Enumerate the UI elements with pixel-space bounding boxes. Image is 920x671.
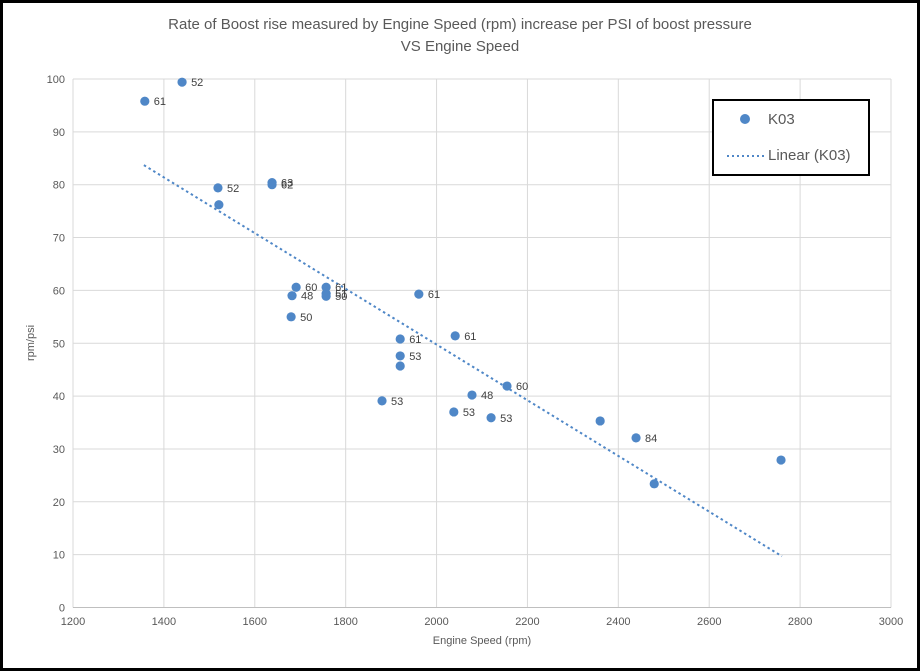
- data-point: [267, 180, 277, 190]
- data-point: [776, 455, 786, 465]
- x-tick-label: 1200: [61, 616, 85, 628]
- trendline: [143, 164, 783, 558]
- data-point: [450, 331, 460, 341]
- data-point-label: 63: [281, 178, 293, 190]
- y-tick-label: 20: [53, 497, 65, 509]
- data-point: [286, 312, 296, 322]
- data-point: [321, 282, 331, 292]
- data-point-label: 51: [335, 289, 347, 301]
- data-point: [414, 289, 424, 299]
- data-point-label: 61: [464, 331, 476, 343]
- data-point: [213, 183, 223, 193]
- data-point: [395, 351, 405, 361]
- legend-item-k03: K03: [714, 111, 868, 128]
- data-point: [214, 200, 224, 210]
- data-point-label: 84: [645, 433, 657, 445]
- chart-title: Rate of Boost rise measured by Engine Sp…: [3, 14, 917, 58]
- x-tick-label: 2800: [788, 616, 812, 628]
- data-point-label: 53: [500, 413, 512, 425]
- y-tick-label: 40: [53, 391, 65, 403]
- chart-title-line2: VS Engine Speed: [400, 38, 520, 55]
- y-tick-label: 0: [59, 603, 65, 615]
- data-point-label: 62: [281, 180, 293, 192]
- gridlines: [72, 78, 892, 608]
- data-point-label: 53: [391, 396, 403, 408]
- y-tick-label: 80: [53, 180, 65, 192]
- x-tick-label: 2400: [606, 616, 630, 628]
- x-tick-label: 1400: [152, 616, 176, 628]
- data-point-label: 52: [227, 183, 239, 195]
- legend-label-k03: K03: [768, 110, 795, 128]
- y-tick-label: 100: [47, 74, 65, 86]
- x-tick-label: 1800: [333, 616, 357, 628]
- legend-dot-icon: [740, 114, 750, 125]
- data-point: [449, 407, 459, 417]
- data-point-label: 53: [409, 351, 421, 363]
- legend: K03 Linear (K03): [712, 99, 870, 176]
- x-tick-label: 3000: [879, 616, 903, 628]
- data-point: [631, 433, 641, 443]
- data-point: [140, 96, 150, 106]
- legend-dotted-line-icon: [727, 154, 764, 157]
- data-point: [177, 77, 187, 87]
- data-point-label: 61: [154, 96, 166, 108]
- y-tick-label: 70: [53, 233, 65, 245]
- x-tick-label: 2200: [515, 616, 539, 628]
- x-tick-label: 2600: [697, 616, 721, 628]
- x-axis-title: Engine Speed (rpm): [433, 635, 531, 647]
- x-tick-label: 1600: [243, 616, 267, 628]
- data-point-label: 61: [428, 289, 440, 301]
- data-point: [486, 413, 496, 423]
- y-tick-label: 60: [53, 285, 65, 297]
- legend-item-linear: Linear (K03): [714, 147, 868, 164]
- data-point: [321, 291, 331, 301]
- data-point-label: 50: [300, 312, 312, 324]
- y-tick-label: 10: [53, 550, 65, 562]
- data-point-label: 60: [305, 282, 317, 294]
- data-point: [467, 390, 477, 400]
- data-point: [649, 479, 659, 489]
- y-tick-label: 30: [53, 444, 65, 456]
- data-point: [287, 291, 297, 301]
- data-point: [395, 334, 405, 344]
- data-point-label: 48: [481, 390, 493, 402]
- data-point-label: 61: [409, 334, 421, 346]
- y-axis-title: rpm/psi: [25, 325, 37, 361]
- data-point-label: 48: [301, 291, 313, 303]
- data-point: [291, 282, 301, 292]
- data-point-label: 50: [335, 291, 347, 303]
- data-point-label: 60: [516, 381, 528, 393]
- data-point-label: 52: [191, 77, 203, 89]
- data-point-label: 61: [335, 282, 347, 294]
- y-tick-label: 50: [53, 338, 65, 350]
- chart-title-line1: Rate of Boost rise measured by Engine Sp…: [168, 16, 752, 33]
- data-point: [395, 361, 405, 371]
- y-tick-label: 90: [53, 127, 65, 139]
- data-point: [502, 381, 512, 391]
- data-point: [377, 396, 387, 406]
- legend-label-linear: Linear (K03): [768, 147, 851, 165]
- x-tick-label: 2000: [424, 616, 448, 628]
- data-point: [595, 416, 605, 426]
- data-point-label: 53: [463, 407, 475, 419]
